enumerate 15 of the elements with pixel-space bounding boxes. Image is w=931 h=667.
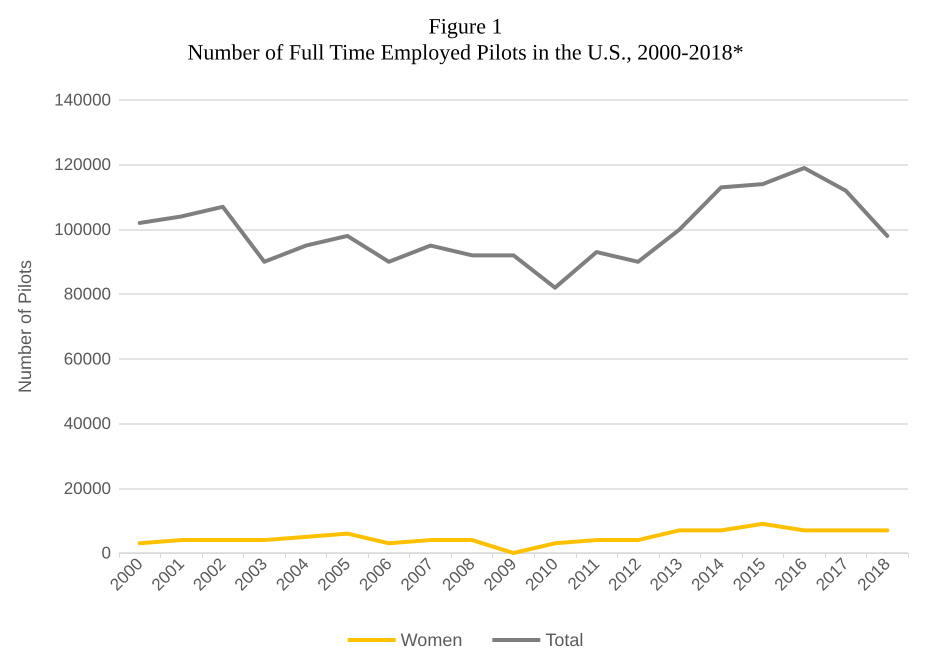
y-axis-title: Number of Pilots [15, 260, 35, 394]
y-tick-label: 0 [102, 544, 111, 562]
y-tick-label: 100000 [54, 220, 111, 239]
y-tick-label: 80000 [64, 284, 111, 304]
y-tick-label: 140000 [54, 90, 111, 110]
chart-subtitle: Number of Full Time Employed Pilots in the U.S., 2000-2018* [187, 40, 744, 64]
y-tick-label: 120000 [54, 155, 111, 174]
line-series [138, 166, 890, 290]
y-tick-label: 40000 [64, 414, 111, 434]
line-series [138, 522, 890, 555]
chart-title: Figure 1 [428, 14, 502, 38]
y-tick-label: 60000 [64, 349, 111, 368]
legend-label: Total [545, 630, 584, 650]
y-tick-label: 20000 [64, 478, 111, 498]
legend-label: Women [400, 630, 462, 650]
